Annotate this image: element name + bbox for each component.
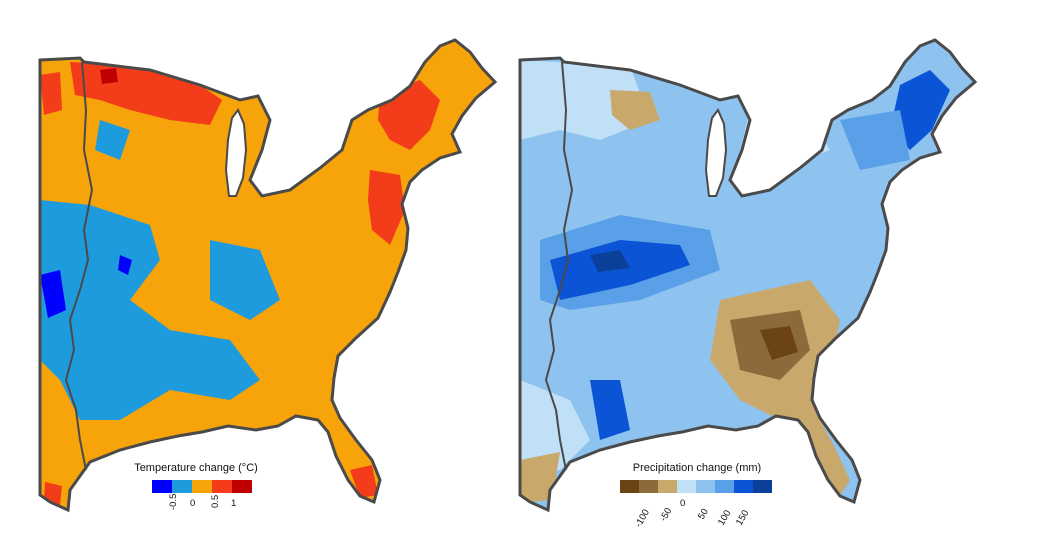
precipitation-swatch-8 [753, 480, 772, 493]
temperature-swatch-2 [172, 480, 192, 493]
temperature-map-patches [40, 62, 440, 505]
temperature-tick-label: 0.5 [210, 494, 221, 508]
temperature-region [350, 465, 378, 498]
precipitation-tick-label: 150 [734, 508, 752, 528]
precipitation-map [518, 38, 978, 513]
precipitation-swatch-4 [677, 480, 696, 493]
temperature-region [210, 240, 280, 320]
precipitation-swatch-5 [696, 480, 715, 493]
temperature-map-lake-michigan [224, 108, 248, 197]
precipitation-swatch-7 [734, 480, 753, 493]
temperature-region [368, 170, 405, 245]
temperature-region [118, 255, 132, 275]
precipitation-legend-swatches [620, 480, 772, 493]
temperature-legend-ticks: -0.5 0 0.5 1 [130, 493, 262, 526]
temperature-legend-title: Temperature change (°C) [134, 462, 258, 474]
precipitation-region [840, 110, 910, 170]
temperature-map-panel: Temperature change (°C) -0.5 0 0.5 1 [38, 38, 498, 522]
precipitation-region [590, 250, 630, 272]
temperature-swatch-1 [152, 480, 172, 493]
temperature-region [40, 270, 66, 318]
precipitation-swatch-1 [620, 480, 639, 493]
precipitation-map-river [544, 61, 574, 471]
precipitation-map-coastline [518, 38, 978, 513]
temperature-region [100, 68, 118, 84]
temperature-swatch-5 [232, 480, 252, 493]
precipitation-region [550, 240, 690, 300]
temperature-swatch-3 [192, 480, 212, 493]
precipitation-swatch-3 [658, 480, 677, 493]
temperature-tick-label: -0.5 [168, 493, 179, 510]
temperature-swatch-4 [212, 480, 232, 493]
temperature-map [38, 38, 498, 513]
precipitation-region [780, 420, 850, 496]
precipitation-region [520, 380, 590, 470]
temperature-region [40, 72, 62, 115]
precipitation-legend-ticks: -100 -50 0 50 100 150 [608, 496, 786, 530]
temperature-legend: Temperature change (°C) -0.5 0 0.5 1 [130, 460, 262, 522]
temperature-map-river [64, 61, 94, 471]
precipitation-region [610, 90, 660, 130]
temperature-region [40, 200, 260, 420]
precipitation-map-lake-michigan [704, 108, 728, 197]
precipitation-region [760, 326, 798, 360]
precipitation-map-panel: Precipitation change (mm) -100 -50 0 50 … [480, 0, 1000, 560]
precipitation-region [890, 70, 950, 150]
precipitation-tick-label: 100 [716, 508, 734, 528]
temperature-tick-label: 0 [190, 498, 196, 509]
precipitation-region [520, 452, 560, 502]
precipitation-region [590, 380, 630, 440]
precipitation-tick-label: -50 [658, 506, 675, 524]
temperature-map-coastline [38, 38, 498, 513]
precipitation-swatch-6 [715, 480, 734, 493]
precipitation-region [520, 60, 650, 140]
precipitation-tick-label: 0 [680, 498, 686, 509]
precipitation-swatch-2 [639, 480, 658, 493]
temperature-region [95, 120, 130, 160]
temperature-legend-swatches [152, 480, 252, 493]
precipitation-tick-label: 50 [696, 506, 711, 522]
precipitation-legend: Precipitation change (mm) -100 -50 0 50 … [608, 460, 786, 530]
precipitation-legend-title: Precipitation change (mm) [632, 462, 762, 474]
temperature-tick-label: 1 [231, 498, 237, 509]
temperature-region [44, 482, 62, 505]
